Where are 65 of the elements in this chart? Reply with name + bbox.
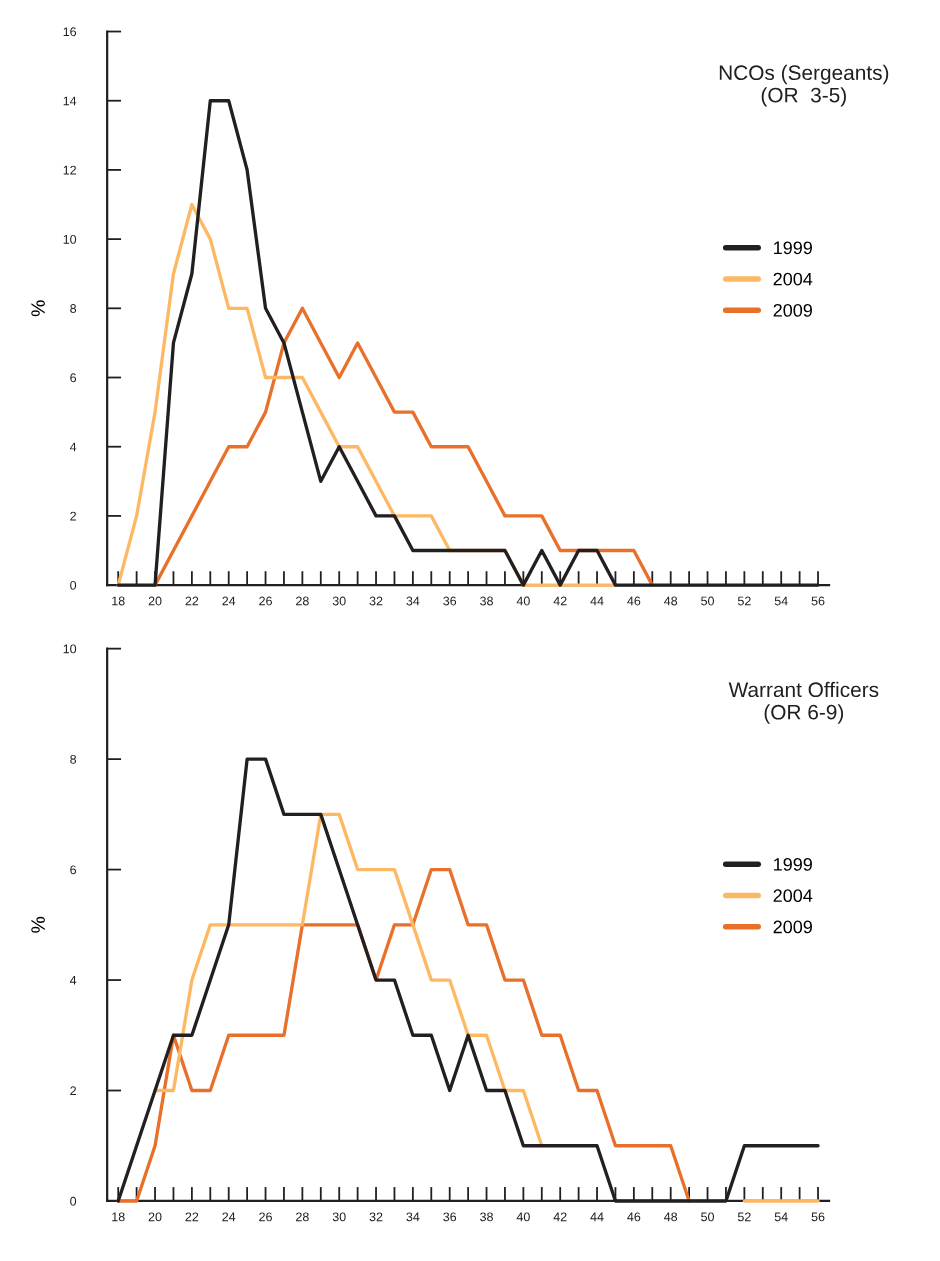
x-tick-label: 48 [664, 1212, 678, 1222]
x-tick-label: 54 [774, 596, 788, 606]
x-tick-label: 20 [148, 1212, 162, 1222]
x-tick-label: 20 [148, 596, 162, 606]
x-tick-label: 42 [553, 596, 567, 606]
y-tick-label: 8 [70, 754, 77, 764]
legend-label: 2004 [773, 889, 813, 903]
x-tick-label: 48 [664, 596, 678, 606]
x-tick-label: 26 [259, 1212, 272, 1222]
text: Warrant Officers (OR 6-9) [728, 681, 879, 724]
y-tick-label: 6 [70, 373, 77, 383]
x-tick-label: 52 [737, 1212, 751, 1222]
y-tick-label: 4 [69, 975, 77, 985]
x-tick-label: 38 [480, 1212, 493, 1222]
legend-label: 1999 [774, 857, 812, 871]
x-tick-label: 34 [406, 1212, 420, 1222]
x-tick-label: 56 [811, 596, 825, 606]
y-tick-label: 14 [63, 96, 77, 106]
x-tick-label: 36 [443, 596, 457, 606]
legend-label: 2004 [773, 272, 813, 286]
x-tick-label: 24 [222, 1212, 236, 1222]
y-tick-label: 0 [70, 1196, 77, 1206]
x-tick-label: 38 [480, 596, 493, 606]
y-axis-title: % [31, 300, 45, 317]
x-tick-label: 30 [332, 596, 346, 606]
x-tick-label: 50 [701, 596, 714, 606]
legend-label: 2009 [773, 303, 812, 317]
y-tick-label: 12 [63, 165, 76, 175]
y-tick-label: 6 [70, 865, 77, 875]
x-tick-label: 28 [296, 596, 309, 606]
x-tick-label: 46 [627, 1212, 641, 1222]
y-tick-label: 10 [63, 234, 77, 244]
x-tick-label: 40 [516, 596, 530, 606]
x-tick-label: 18 [112, 1212, 125, 1222]
x-tick-label: 36 [443, 1212, 457, 1222]
legend-label: 1999 [774, 241, 812, 255]
y-tick-label: 2 [70, 1086, 76, 1096]
x-tick-label: 44 [590, 1212, 604, 1222]
y-tick-label: 2 [70, 511, 76, 521]
x-tick-label: 32 [369, 596, 383, 606]
x-tick-label: 26 [259, 596, 272, 606]
y-axis-title: % [31, 916, 45, 933]
y-tick-label: 4 [69, 442, 77, 452]
x-tick-label: 32 [369, 1212, 383, 1222]
x-tick-label: 40 [516, 1212, 530, 1222]
x-tick-label: 56 [811, 1212, 825, 1222]
x-tick-label: 22 [185, 1212, 199, 1222]
x-tick-label: 24 [222, 596, 236, 606]
y-tick-label: 10 [63, 644, 77, 654]
x-tick-label: 22 [185, 596, 199, 606]
x-tick-label: 54 [774, 1212, 788, 1222]
text: NCOs (Sergeants) (OR 3-5) [719, 64, 889, 107]
y-tick-label: 16 [63, 27, 77, 37]
x-tick-label: 52 [737, 596, 751, 606]
x-tick-label: 46 [627, 596, 641, 606]
y-tick-label: 8 [70, 304, 77, 313]
x-tick-label: 28 [296, 1212, 309, 1222]
x-tick-label: 30 [332, 1212, 346, 1222]
y-tick-label: 0 [70, 580, 77, 590]
x-tick-label: 50 [701, 1212, 714, 1222]
x-tick-label: 42 [553, 1212, 567, 1222]
legend-label: 2009 [773, 920, 812, 934]
x-tick-label: 44 [590, 596, 604, 606]
x-tick-label: 34 [406, 596, 420, 606]
x-tick-label: 18 [112, 596, 125, 606]
